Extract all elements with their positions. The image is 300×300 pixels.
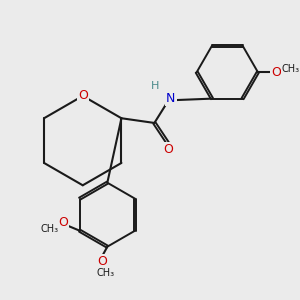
Text: O: O	[78, 89, 88, 102]
Text: CH₃: CH₃	[282, 64, 300, 74]
Text: O: O	[58, 216, 68, 229]
Text: CH₃: CH₃	[40, 224, 58, 234]
Text: CH₃: CH₃	[96, 268, 115, 278]
Text: H: H	[151, 81, 160, 91]
Text: O: O	[271, 66, 281, 79]
Text: O: O	[164, 143, 173, 156]
Text: N: N	[166, 92, 176, 104]
Text: O: O	[97, 255, 106, 268]
